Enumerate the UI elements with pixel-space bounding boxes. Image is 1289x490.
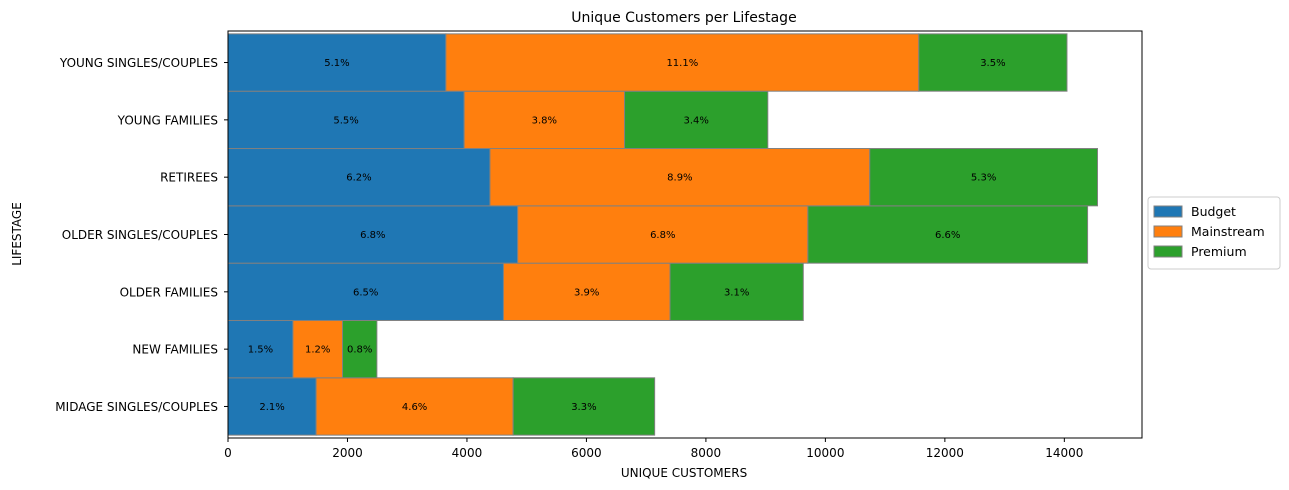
bar-label-premium-2: 3.1% <box>724 287 749 298</box>
legend-swatch-premium <box>1153 245 1183 258</box>
bar-budget-4 <box>227 148 491 207</box>
x-tick-label: 8000 <box>691 446 722 460</box>
bar-budget-6 <box>227 33 447 92</box>
x-tick-label: 0 <box>224 446 232 460</box>
bar-label-budget-0: 2.1% <box>259 402 284 413</box>
bar-label-mainstream-6: 11.1% <box>666 58 698 69</box>
bar-budget-2 <box>227 262 504 321</box>
bar-label-premium-6: 3.5% <box>980 58 1005 69</box>
bar-premium-5 <box>624 90 769 150</box>
bar-premium-1 <box>342 319 378 379</box>
bar-label-mainstream-3: 6.8% <box>650 230 675 241</box>
x-tick-label: 14000 <box>1045 446 1083 460</box>
x-tick-label: 2000 <box>332 446 363 460</box>
legend-label-budget: Budget <box>1191 204 1236 219</box>
bar-mainstream-5 <box>463 90 626 150</box>
bar-label-mainstream-1: 1.2% <box>305 345 330 356</box>
legend-label-premium: Premium <box>1191 244 1247 259</box>
bar-label-premium-0: 3.3% <box>571 402 596 413</box>
bar-mainstream-0 <box>315 377 514 436</box>
bar-label-budget-5: 5.5% <box>333 115 358 126</box>
bar-mainstream-2 <box>502 262 671 321</box>
legend: Budget Mainstream Premium <box>1147 196 1281 270</box>
bar-label-mainstream-4: 8.9% <box>667 173 692 184</box>
x-tick-label: 12000 <box>926 446 964 460</box>
bar-premium-2 <box>669 262 804 321</box>
bar-labels-layer: 2.1% 4.6% 3.3% 1.5% 1.2% 0.8% 6.5% 3.9% 3.1% 6.8%… <box>248 58 1006 413</box>
legend-swatch-mainstream <box>1153 225 1183 238</box>
bar-premium-3 <box>807 205 1089 264</box>
legend-label-mainstream: Mainstream <box>1191 224 1265 239</box>
bar-mainstream-1 <box>292 319 344 379</box>
bar-premium-6 <box>918 33 1068 92</box>
y-tick-label: OLDER FAMILIES <box>120 285 218 299</box>
bar-budget-0 <box>227 377 317 436</box>
x-tick-label: 10000 <box>806 446 844 460</box>
bar-label-mainstream-0: 4.6% <box>402 402 427 413</box>
y-tick-label: NEW FAMILIES <box>132 343 218 357</box>
bar-label-budget-4: 6.2% <box>346 173 371 184</box>
chart-title: Unique Customers per Lifestage <box>571 10 796 26</box>
y-tick-label: RETIREES <box>160 171 218 185</box>
bar-label-mainstream-5: 3.8% <box>532 115 557 126</box>
bar-budget-3 <box>227 205 519 264</box>
bar-label-budget-1: 1.5% <box>248 345 273 356</box>
bars-layer <box>227 33 1098 436</box>
x-axis-label: UNIQUE CUSTOMERS <box>621 466 747 480</box>
bar-label-premium-4: 5.3% <box>971 173 996 184</box>
bar-label-premium-3: 6.6% <box>935 230 960 241</box>
x-tick-label: 6000 <box>571 446 602 460</box>
bar-label-premium-1: 0.8% <box>347 345 372 356</box>
y-tick-label: MIDAGE SINGLES/COUPLES <box>55 400 218 414</box>
y-tick-label: YOUNG SINGLES/COUPLES <box>59 56 218 70</box>
x-axis: 0 2000 4000 6000 8000 10000 12000 14000 <box>224 438 1083 460</box>
bar-label-mainstream-2: 3.9% <box>574 287 599 298</box>
bar-mainstream-6 <box>445 33 920 92</box>
bar-label-budget-3: 6.8% <box>360 230 385 241</box>
y-tick-label: YOUNG FAMILIES <box>117 113 218 127</box>
bar-label-budget-6: 5.1% <box>324 58 349 69</box>
legend-swatch-budget <box>1153 205 1183 218</box>
y-axis-label: LIFESTAGE <box>10 202 24 266</box>
y-axis: MIDAGE SINGLES/COUPLES NEW FAMILIES OLDER … <box>55 56 228 414</box>
bar-premium-0 <box>512 377 656 436</box>
bar-premium-4 <box>869 148 1098 207</box>
bar-label-premium-5: 3.4% <box>683 115 708 126</box>
y-tick-label: OLDER SINGLES/COUPLES <box>62 228 218 242</box>
x-tick-label: 4000 <box>452 446 483 460</box>
bar-label-budget-2: 6.5% <box>353 287 378 298</box>
